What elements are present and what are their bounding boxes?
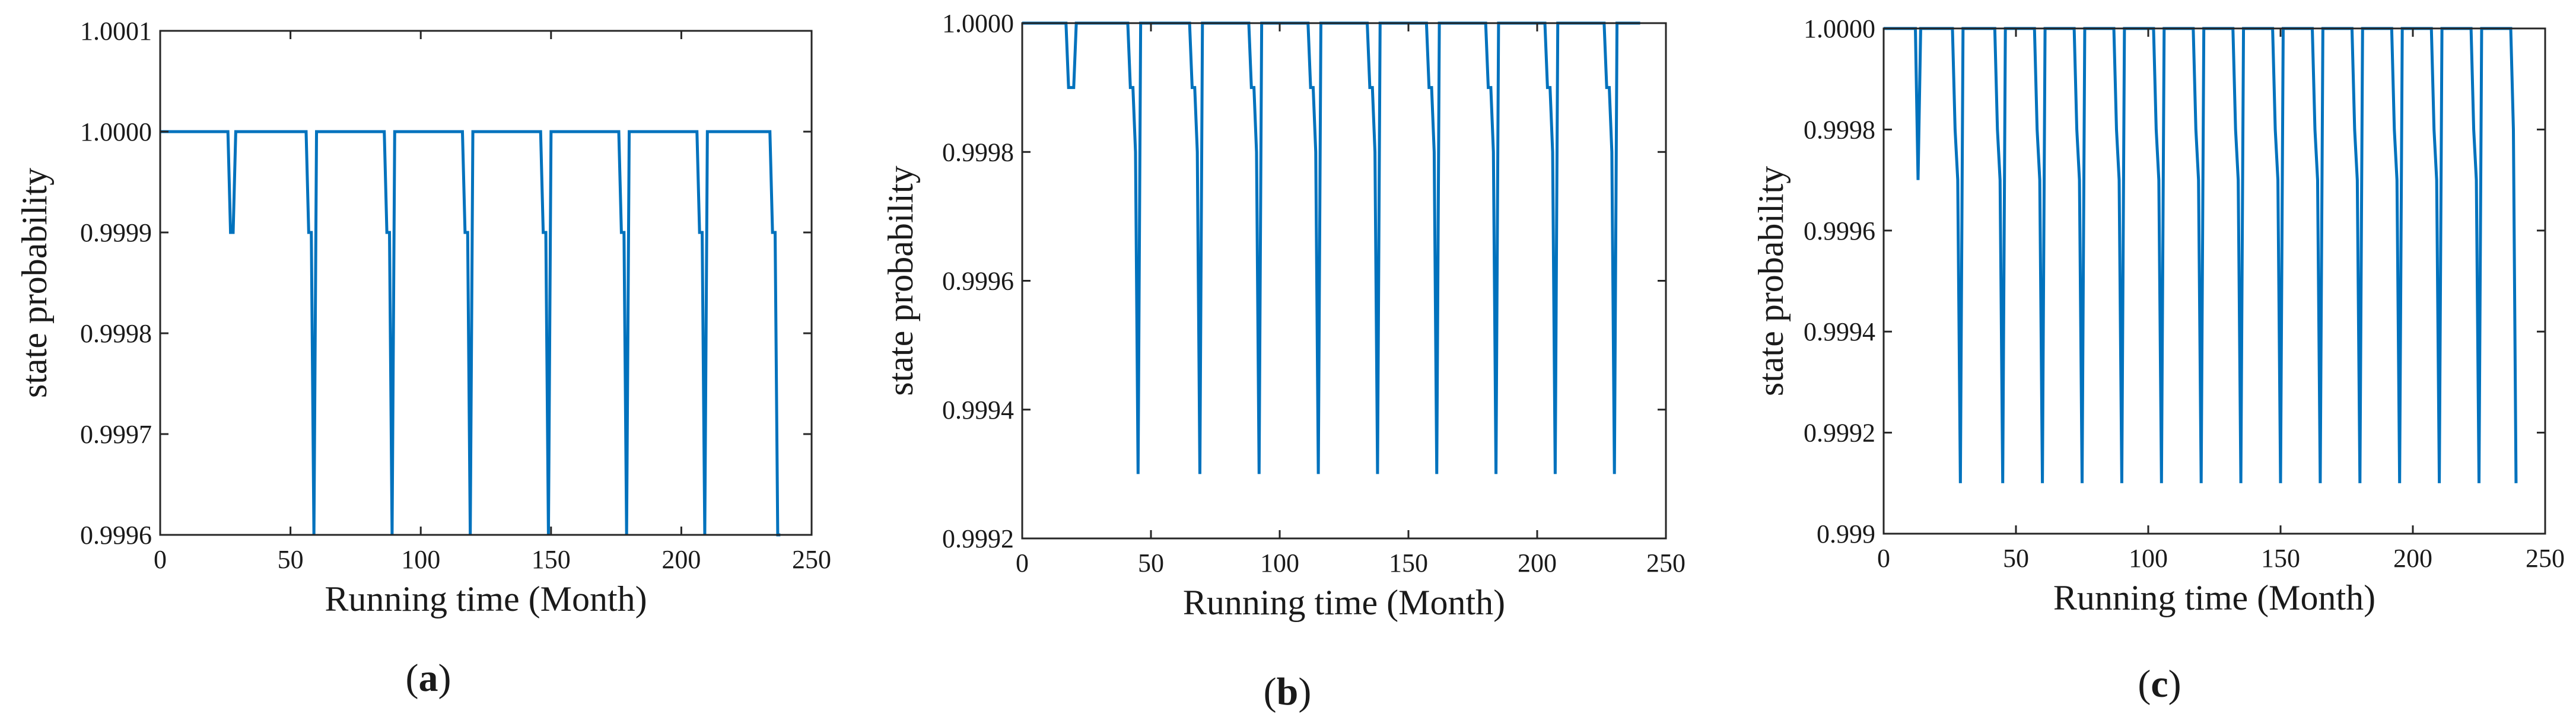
y-tick-label: 0.9994 bbox=[942, 396, 1014, 425]
y-tick-label: 1.0001 bbox=[80, 17, 152, 46]
y-tick-label: 0.9997 bbox=[80, 420, 152, 449]
plot-frame-b bbox=[1021, 22, 1667, 540]
chart-panel-a: 0 50 100 150 200 250 0.9996 0.9997 0.9998 0.9999 1… bbox=[15, 17, 831, 700]
y-tick-label: 0.9996 bbox=[80, 521, 152, 550]
x-tick-label: 50 bbox=[278, 545, 304, 574]
x-tick-label: 200 bbox=[1518, 549, 1557, 578]
x-axis-title: Running time (Month) bbox=[1183, 583, 1505, 622]
y-tick-label: 0.9998 bbox=[942, 138, 1014, 167]
x-tick-label: 150 bbox=[532, 545, 571, 574]
x-tick-label: 0 bbox=[1877, 544, 1890, 573]
y-tick-label: 0.9992 bbox=[1804, 419, 1875, 448]
x-tick-label: 50 bbox=[2003, 544, 2029, 573]
series-line-b bbox=[1022, 21, 1640, 474]
y-tick-label: 1.0000 bbox=[942, 9, 1014, 38]
plot-frame-a bbox=[159, 30, 813, 536]
y-tick-label: 0.999 bbox=[1817, 519, 1875, 549]
y-tick-label: 0.9998 bbox=[80, 319, 152, 348]
y-tick-label: 0.9994 bbox=[1804, 317, 1875, 346]
panel-caption-b: (b) bbox=[1264, 670, 1312, 713]
caption-letter: c bbox=[2151, 662, 2168, 706]
x-tick-label: 250 bbox=[2526, 544, 2565, 573]
x-tick-label: 100 bbox=[401, 545, 440, 574]
y-tick-label: 0.9998 bbox=[1804, 115, 1875, 144]
x-tick-label: 200 bbox=[662, 545, 701, 574]
caption-letter: a bbox=[419, 656, 438, 700]
panel-caption-a: (a) bbox=[406, 656, 451, 700]
y-tick-label: 0.9999 bbox=[80, 218, 152, 247]
x-axis-title: Running time (Month) bbox=[325, 579, 647, 618]
panel-caption-c: (c) bbox=[2138, 662, 2181, 706]
x-tick-label: 250 bbox=[792, 545, 831, 574]
y-tick-label: 0.9992 bbox=[942, 524, 1014, 553]
x-tick-label: 150 bbox=[1389, 549, 1428, 578]
y-axis-title: state probability bbox=[881, 165, 920, 396]
y-tick-label: 1.0000 bbox=[80, 117, 152, 146]
x-axis-title: Running time (Month) bbox=[2053, 578, 2375, 617]
x-tick-label: 50 bbox=[1138, 549, 1164, 578]
x-tick-label: 0 bbox=[154, 545, 167, 574]
y-tick-label: 0.9996 bbox=[942, 267, 1014, 296]
x-tick-label: 100 bbox=[2129, 544, 2168, 573]
y-axis-title: state probability bbox=[15, 168, 54, 398]
plot-frame-c bbox=[1882, 27, 2546, 535]
series-line-c bbox=[1884, 27, 2518, 483]
series-line-a bbox=[160, 130, 781, 537]
y-tick-label: 0.9996 bbox=[1804, 216, 1875, 245]
x-tick-label: 200 bbox=[2393, 544, 2432, 573]
chart-panel-c: 0 50 100 150 200 250 0.999 0.9992 0.9994 0.9996 0.… bbox=[1751, 14, 2565, 706]
x-tick-label: 150 bbox=[2261, 544, 2300, 573]
x-tick-label: 250 bbox=[1646, 549, 1685, 578]
chart-panel-b: 0 50 100 150 200 250 0.9992 0.9994 0.9996 0.9998 1… bbox=[881, 9, 1685, 713]
caption-letter: b bbox=[1277, 670, 1299, 713]
y-axis-title: state probability bbox=[1751, 166, 1791, 396]
x-tick-label: 0 bbox=[1016, 549, 1029, 578]
x-tick-label: 100 bbox=[1260, 549, 1299, 578]
y-tick-label: 1.0000 bbox=[1804, 14, 1875, 43]
